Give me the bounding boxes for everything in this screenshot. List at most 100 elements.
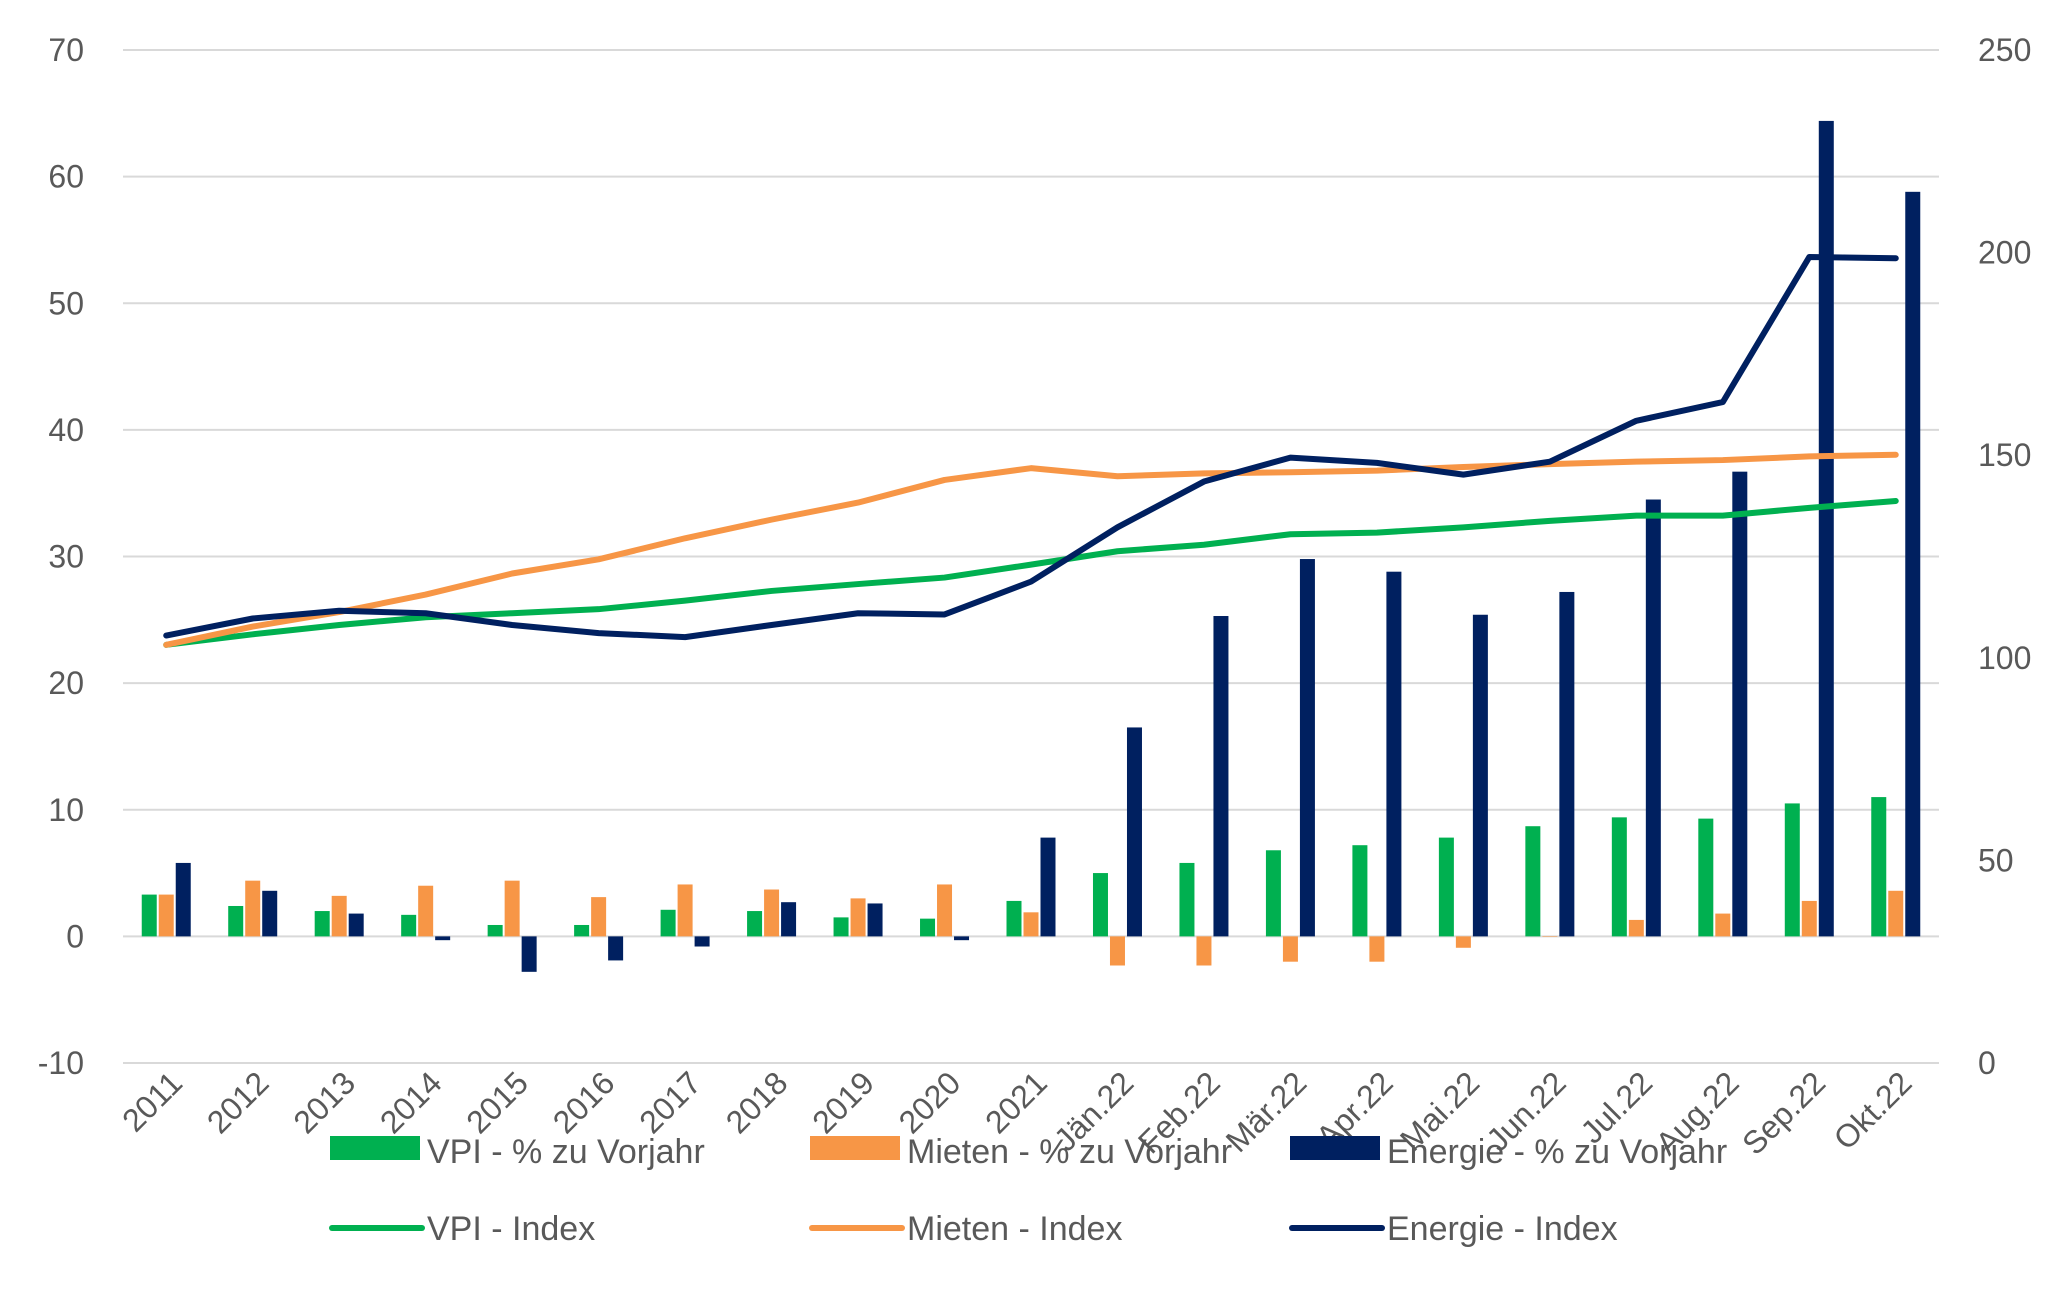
bar-mieten-2018 — [764, 889, 780, 937]
bar-energie-2018 — [781, 902, 797, 937]
bar-energie-2015 — [521, 936, 537, 972]
x-tick-label: Sep.22 — [1735, 1064, 1832, 1161]
bar-energie-2011 — [175, 862, 191, 937]
x-tick-label: 2015 — [459, 1064, 535, 1140]
bar-vpi-Okt.22 — [1871, 797, 1887, 937]
bar-vpi-Jän.22 — [1092, 873, 1108, 937]
bar-mieten-2011 — [158, 894, 174, 937]
x-tick-label: 2016 — [546, 1064, 622, 1140]
bar-vpi-2021 — [1006, 900, 1022, 937]
right-tick-label: 50 — [1978, 842, 2014, 878]
bar-mieten-Mär.22 — [1282, 936, 1298, 962]
bar-mieten-2013 — [331, 895, 347, 937]
bar-vpi-2016 — [574, 924, 590, 937]
bar-energie-Jul.22 — [1645, 499, 1661, 937]
bar-vpi-Mai.22 — [1438, 837, 1454, 937]
bar-energie-2013 — [348, 913, 364, 937]
bar-vpi-2015 — [487, 924, 503, 937]
left-tick-label: 30 — [48, 539, 84, 575]
bar-vpi-2011 — [141, 894, 157, 937]
bar-energie-Sep.22 — [1818, 120, 1834, 937]
bar-vpi-Jul.22 — [1611, 817, 1627, 937]
bars — [141, 120, 1921, 972]
legend-label: VPI - % zu Vorjahr — [427, 1133, 705, 1171]
bar-vpi-Apr.22 — [1352, 845, 1368, 937]
bar-vpi-2017 — [660, 909, 676, 937]
x-tick-label: 2020 — [892, 1064, 968, 1140]
bar-energie-2019 — [867, 903, 883, 937]
bar-mieten-Sep.22 — [1801, 900, 1817, 937]
legend-label: VPI - Index — [427, 1210, 595, 1248]
left-tick-label: 40 — [48, 412, 84, 448]
left-tick-label: 70 — [48, 32, 84, 68]
legend-label: Mieten - % zu Vorjahr — [907, 1133, 1232, 1171]
right-tick-label: 150 — [1978, 437, 2031, 473]
legend-swatch — [1290, 1136, 1380, 1160]
x-tick-label: 2017 — [632, 1064, 708, 1140]
legend-label: Energie - Index — [1387, 1210, 1618, 1248]
bar-vpi-2018 — [747, 911, 763, 937]
bar-vpi-Mär.22 — [1265, 850, 1281, 937]
bar-energie-2016 — [608, 936, 624, 961]
bar-energie-2012 — [262, 890, 278, 937]
bar-mieten-2020 — [937, 884, 953, 937]
x-tick-label: 2012 — [200, 1064, 276, 1140]
bar-energie-Mär.22 — [1299, 559, 1315, 937]
right-tick-label: 0 — [1978, 1045, 1996, 1081]
x-tick-label: Okt.22 — [1827, 1064, 1919, 1156]
left-tick-label: -10 — [38, 1045, 84, 1081]
legend: VPI - % zu Vorjahr Mieten - % zu Vorjahr E… — [329, 1133, 1727, 1248]
bar-mieten-2017 — [677, 884, 693, 937]
bar-vpi-2019 — [833, 917, 849, 937]
bar-mieten-Aug.22 — [1715, 913, 1731, 937]
bar-vpi-2014 — [401, 914, 417, 937]
bar-vpi-2020 — [920, 918, 936, 937]
bar-energie-Apr.22 — [1386, 571, 1402, 937]
legend-swatch — [330, 1136, 420, 1160]
bar-energie-Aug.22 — [1732, 471, 1748, 937]
x-axis-ticks: 2011 2012 2013 2014 2015 2016 2017 2018 2019 2020… — [115, 1064, 1919, 1161]
bar-vpi-Aug.22 — [1698, 818, 1714, 937]
left-tick-label: 20 — [48, 665, 84, 701]
bar-energie-2017 — [694, 936, 710, 947]
right-tick-label: 250 — [1978, 32, 2031, 68]
legend-label: Mieten - Index — [907, 1210, 1122, 1248]
bar-vpi-2012 — [228, 905, 244, 937]
bar-mieten-2016 — [591, 897, 607, 937]
left-tick-label: 50 — [48, 285, 84, 321]
bar-energie-Okt.22 — [1905, 191, 1921, 937]
bar-mieten-2012 — [245, 880, 261, 937]
bar-mieten-Mai.22 — [1455, 936, 1471, 948]
bar-energie-Mai.22 — [1472, 614, 1488, 937]
bar-mieten-2021 — [1023, 912, 1039, 937]
right-tick-label: 200 — [1978, 235, 2031, 271]
bar-vpi-Feb.22 — [1179, 862, 1195, 937]
bar-energie-2021 — [1040, 837, 1056, 937]
bar-energie-2020 — [954, 936, 970, 941]
bar-energie-Feb.22 — [1213, 616, 1229, 937]
bar-vpi-2013 — [314, 911, 330, 937]
right-tick-label: 100 — [1978, 640, 2031, 676]
x-tick-label: 2014 — [373, 1064, 449, 1140]
bar-mieten-Okt.22 — [1888, 890, 1904, 937]
bar-energie-Jän.22 — [1126, 727, 1142, 937]
left-tick-label: 0 — [66, 918, 84, 954]
legend-label: Energie - % zu Vorjahr — [1387, 1133, 1727, 1171]
bar-mieten-2019 — [850, 898, 866, 937]
legend-swatch — [810, 1136, 900, 1160]
x-tick-label: 2013 — [286, 1064, 362, 1140]
bar-mieten-2015 — [504, 880, 520, 937]
bar-mieten-Feb.22 — [1196, 936, 1212, 966]
bar-mieten-Apr.22 — [1369, 936, 1385, 962]
bar-mieten-2014 — [418, 885, 434, 937]
bar-vpi-Jun.22 — [1525, 826, 1541, 937]
left-tick-label: 60 — [48, 159, 84, 195]
bar-vpi-Sep.22 — [1784, 803, 1800, 937]
x-tick-label: 2011 — [115, 1064, 189, 1138]
x-tick-label: 2019 — [805, 1064, 881, 1140]
right-axis-ticks: 0 50 100 150 200 250 — [1978, 32, 2031, 1081]
x-tick-label: 2021 — [978, 1064, 1054, 1140]
bar-mieten-Jul.22 — [1628, 919, 1644, 937]
left-axis-ticks: -10 0 10 20 30 40 50 60 70 — [38, 32, 84, 1081]
